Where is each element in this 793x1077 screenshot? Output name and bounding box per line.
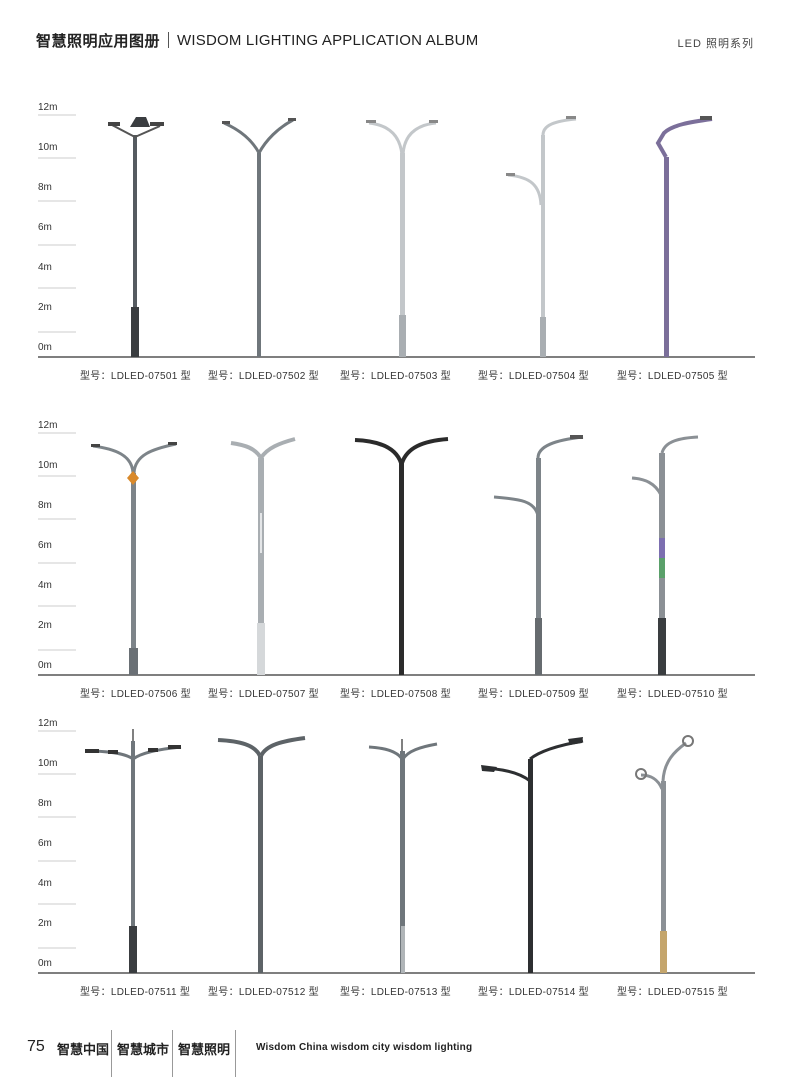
model-label: 型号：LDLED-07504 型 — [478, 371, 589, 382]
footer-divider — [172, 1030, 173, 1077]
footer-divider — [111, 1030, 112, 1077]
pole-07509 — [493, 435, 584, 675]
pole-07514 — [481, 737, 584, 973]
header-title-cn: 智慧照明应用图册 — [36, 32, 161, 50]
scale-label: 4m — [38, 878, 52, 889]
pole-drawing-row-2 — [38, 432, 755, 676]
pole-07505 — [655, 116, 713, 357]
scale-label: 0m — [38, 342, 52, 353]
pole-07503 — [366, 120, 438, 357]
model-label: 型号：LDLED-07509 型 — [478, 689, 589, 700]
scale-label: 10m — [38, 460, 58, 471]
scale-label: 10m — [38, 142, 58, 153]
model-label: 型号：LDLED-07510 型 — [617, 689, 728, 700]
header-title-en: WISDOM LIGHTING APPLICATION ALBUM — [177, 31, 479, 49]
scale-label: 8m — [38, 798, 52, 809]
pole-07501 — [108, 117, 164, 357]
model-label: 型号：LDLED-07513 型 — [340, 987, 451, 998]
pole-drawing-row-3 — [38, 729, 755, 974]
model-label: 型号：LDLED-07515 型 — [617, 987, 728, 998]
scale-label: 0m — [38, 958, 52, 969]
scale-label: 6m — [38, 540, 52, 551]
model-label: 型号：LDLED-07514 型 — [478, 987, 589, 998]
model-label: 型号：LDLED-07502 型 — [208, 371, 319, 382]
model-label: 型号：LDLED-07511 型 — [80, 987, 191, 998]
header-divider — [168, 32, 170, 48]
footer-item: 智慧中国 — [57, 1042, 110, 1057]
pole-drawing-row-1 — [38, 114, 755, 358]
scale-label: 12m — [38, 102, 58, 113]
pole-07507 — [230, 437, 296, 675]
footer-item: 智慧城市 — [117, 1042, 170, 1057]
scale-label: 6m — [38, 838, 52, 849]
pole-row-2: 12m 10m 8m 6m 4m 2m 0m — [0, 413, 793, 713]
model-label: 型号：LDLED-07503 型 — [340, 371, 451, 382]
page-footer: 75 智慧中国 智慧城市 智慧照明 Wisdom China wisdom ci… — [0, 1030, 793, 1077]
scale-label: 4m — [38, 580, 52, 591]
scale-label: 6m — [38, 222, 52, 233]
pole-07510 — [631, 435, 699, 675]
pole-07504 — [506, 116, 577, 357]
model-label: 型号：LDLED-07506 型 — [80, 689, 191, 700]
footer-divider — [235, 1030, 236, 1077]
scale-label: 4m — [38, 262, 52, 273]
pole-row-3: 12m 10m 8m 6m 4m 2m 0m — [0, 711, 793, 1011]
pole-07513 — [368, 739, 438, 973]
scale-label: 12m — [38, 718, 58, 729]
scale-label: 2m — [38, 620, 52, 631]
scale-label: 8m — [38, 182, 52, 193]
series-label: LED 照明系列 — [677, 38, 754, 50]
scale-label: 12m — [38, 420, 58, 431]
scale-label: 10m — [38, 758, 58, 769]
pole-07511 — [85, 729, 182, 973]
pole-07512 — [217, 736, 306, 973]
scale-label: 8m — [38, 500, 52, 511]
model-label: 型号：LDLED-07501 型 — [80, 371, 191, 382]
scale-label: 2m — [38, 918, 52, 929]
pole-07502 — [222, 118, 296, 357]
scale-label: 0m — [38, 660, 52, 671]
model-label: 型号：LDLED-07512 型 — [208, 987, 319, 998]
pole-row-1: 12m 10m 8m 6m 4m 2m 0m — [0, 95, 793, 395]
page-header: 智慧照明应用图册 WISDOM LIGHTING APPLICATION ALB… — [36, 29, 478, 51]
scale-label: 2m — [38, 302, 52, 313]
model-label: 型号：LDLED-07508 型 — [340, 689, 451, 700]
footer-tagline: Wisdom China wisdom city wisdom lighting — [256, 1042, 473, 1053]
pole-07506 — [91, 442, 177, 675]
footer-item: 智慧照明 — [178, 1042, 231, 1057]
pole-07508 — [354, 437, 449, 675]
pole-07515 — [635, 735, 694, 973]
page-number: 75 — [27, 1038, 45, 1055]
model-label: 型号：LDLED-07505 型 — [617, 371, 728, 382]
model-label: 型号：LDLED-07507 型 — [208, 689, 319, 700]
